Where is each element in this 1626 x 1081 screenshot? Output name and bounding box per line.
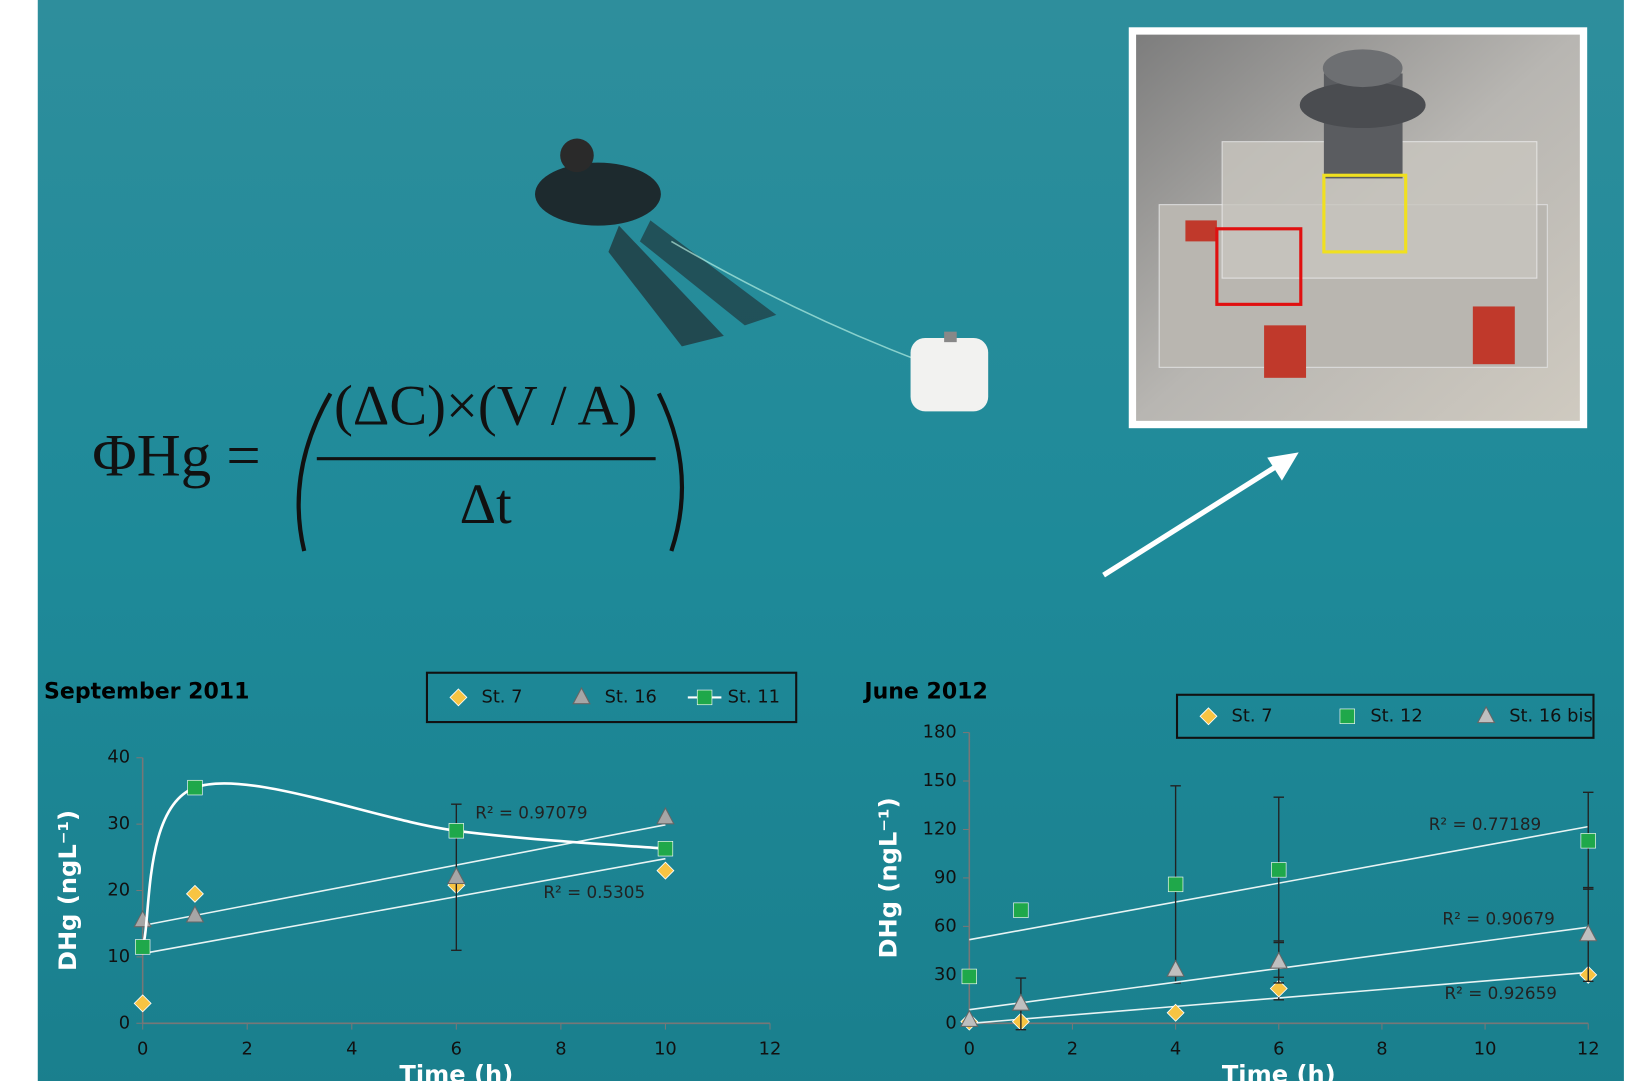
marker bbox=[658, 841, 673, 856]
marker bbox=[1168, 877, 1183, 892]
y-tick-label: 180 bbox=[923, 722, 957, 743]
legend-marker bbox=[697, 690, 712, 705]
x-tick-label: 4 bbox=[1170, 1039, 1181, 1060]
y-tick-label: 40 bbox=[107, 747, 130, 768]
x-tick-label: 10 bbox=[654, 1039, 677, 1060]
inset-photo bbox=[1129, 27, 1587, 428]
x-tick-label: 8 bbox=[555, 1039, 566, 1060]
y-tick-label: 30 bbox=[107, 813, 130, 834]
marker bbox=[1014, 903, 1029, 918]
x-tick-label: 12 bbox=[1577, 1039, 1600, 1060]
y-axis-label: DHg (ngL⁻¹) bbox=[875, 797, 903, 958]
y-axis-label: DHg (ngL⁻¹) bbox=[54, 810, 82, 971]
marker bbox=[188, 780, 203, 795]
marker bbox=[1271, 862, 1286, 877]
marker bbox=[135, 940, 150, 955]
y-tick-label: 120 bbox=[923, 818, 957, 839]
legend-marker bbox=[1340, 709, 1355, 724]
annotation: R² = 0.90679 bbox=[1442, 908, 1554, 928]
annotation: R² = 0.77189 bbox=[1429, 814, 1541, 834]
chart-title: September 2011 bbox=[44, 680, 249, 705]
y-tick-label: 60 bbox=[934, 915, 957, 936]
x-tick-label: 0 bbox=[137, 1039, 148, 1060]
y-tick-label: 10 bbox=[107, 946, 130, 967]
legend-label: St. 16 bis bbox=[1509, 705, 1593, 726]
y-tick-label: 0 bbox=[945, 1012, 956, 1033]
x-tick-label: 4 bbox=[346, 1039, 357, 1060]
legend-label: St. 7 bbox=[1232, 705, 1273, 726]
y-tick-label: 90 bbox=[934, 867, 957, 888]
annotation: R² = 0.5305 bbox=[543, 882, 645, 902]
page: ΦHg = (ΔC)×(V / A) Δt September 2011 0 10 2… bbox=[0, 0, 1626, 1081]
marker bbox=[962, 969, 977, 984]
buoy bbox=[911, 332, 989, 412]
marker bbox=[1581, 833, 1596, 848]
x-tick-label: 12 bbox=[759, 1039, 782, 1060]
chart-title: June 2012 bbox=[862, 680, 987, 705]
x-tick-label: 8 bbox=[1376, 1039, 1387, 1060]
x-tick-label: 6 bbox=[451, 1039, 462, 1060]
x-axis-label: Time (h) bbox=[1222, 1061, 1336, 1081]
legend-label: St. 11 bbox=[728, 686, 780, 707]
x-axis-label: Time (h) bbox=[399, 1061, 513, 1081]
formula-numerator: (ΔC)×(V / A) bbox=[334, 375, 637, 437]
y-tick-label: 0 bbox=[119, 1012, 130, 1033]
y-tick-label: 20 bbox=[107, 880, 130, 901]
y-tick-label: 30 bbox=[934, 964, 957, 985]
legend-label: St. 12 bbox=[1370, 705, 1422, 726]
formula-denominator: Δt bbox=[460, 474, 512, 536]
annotation: R² = 0.92659 bbox=[1445, 983, 1557, 1003]
annotation: R² = 0.97079 bbox=[475, 802, 587, 822]
x-tick-label: 2 bbox=[242, 1039, 253, 1060]
legend-label: St. 16 bbox=[605, 686, 657, 707]
marker bbox=[449, 823, 464, 838]
x-tick-label: 10 bbox=[1474, 1039, 1497, 1060]
legend-label: St. 7 bbox=[482, 686, 523, 707]
x-tick-label: 6 bbox=[1273, 1039, 1284, 1060]
formula-lhs: ΦHg = bbox=[92, 423, 260, 490]
y-tick-label: 150 bbox=[923, 770, 957, 791]
x-tick-label: 2 bbox=[1067, 1039, 1078, 1060]
x-tick-label: 0 bbox=[964, 1039, 975, 1060]
